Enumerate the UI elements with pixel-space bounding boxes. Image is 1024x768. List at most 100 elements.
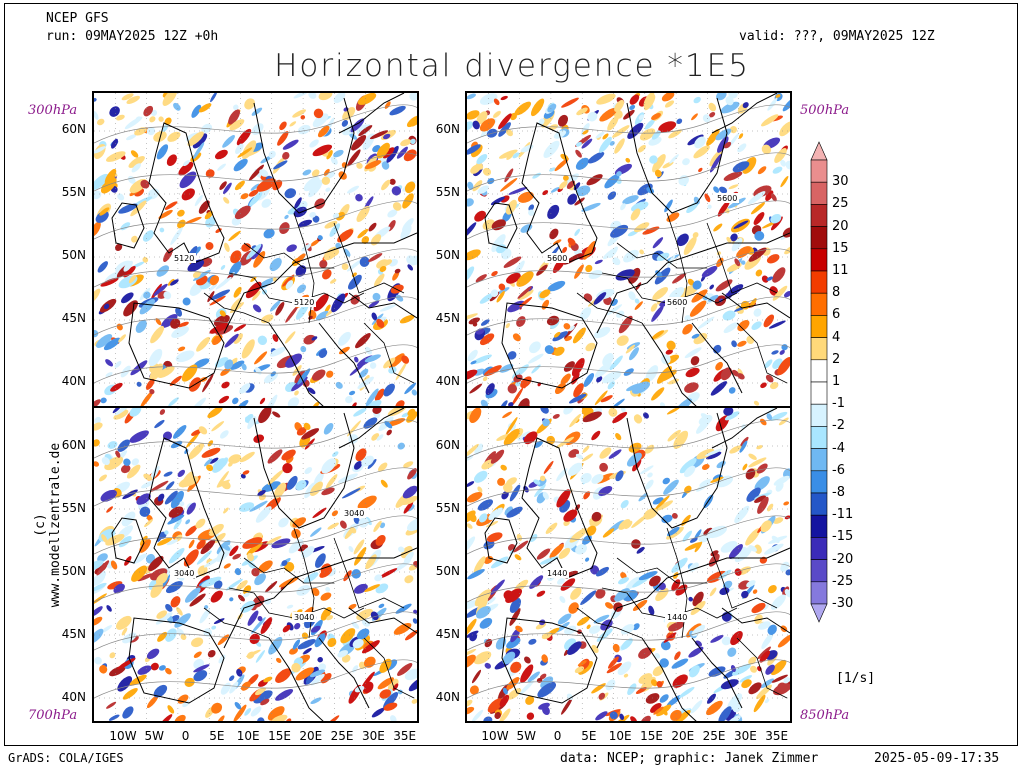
country-border xyxy=(576,607,643,639)
lat-label: 60N xyxy=(435,122,460,136)
lat-label: 45N xyxy=(435,311,460,325)
lon-label: 15E xyxy=(268,729,291,743)
lat-label: 40N xyxy=(61,374,86,388)
colorbar-label: 4 xyxy=(832,329,841,345)
country-border xyxy=(333,537,405,609)
lon-label: 10W xyxy=(481,729,509,743)
colorbar xyxy=(810,141,828,623)
colorbar-label: 6 xyxy=(832,307,841,323)
colorbar-label: 30 xyxy=(832,174,849,190)
colorbar-label: -25 xyxy=(832,573,854,589)
colorbar-segment xyxy=(810,559,828,583)
lon-label: 10E xyxy=(236,729,260,743)
lat-label: 45N xyxy=(435,627,460,641)
lat-label: 55N xyxy=(435,185,460,199)
colorbar-segment xyxy=(810,537,828,560)
level-label-850: 850hPa xyxy=(800,708,850,723)
lon-label: 5W xyxy=(144,729,165,743)
footer-grads: GrADS: COLA/IGES xyxy=(8,751,124,765)
chart-title: Horizontal divergence *1E5 xyxy=(274,48,750,84)
contour-label: 5600 xyxy=(547,254,567,263)
colorbar-label: -2 xyxy=(832,418,845,434)
coastline xyxy=(223,232,417,334)
lon-label: 25E xyxy=(702,729,726,743)
coastline xyxy=(691,637,743,709)
coastline xyxy=(626,97,728,214)
chart-frame xyxy=(4,3,1018,746)
colorbar-segment xyxy=(810,381,828,405)
lon-label: 10W xyxy=(109,729,137,743)
country-border xyxy=(203,292,270,324)
lon-label: 30E xyxy=(733,729,757,743)
colorbar-segment xyxy=(810,403,828,427)
level-label-300: 300hPa xyxy=(28,103,78,118)
lon-label: 15E xyxy=(640,729,663,743)
coastline xyxy=(348,292,417,319)
colorbar-label: -8 xyxy=(832,485,845,500)
contour-label: 1440 xyxy=(667,613,687,622)
country-border xyxy=(706,222,778,294)
lat-label: 40N xyxy=(435,690,460,704)
colorbar-label: -11 xyxy=(832,507,854,523)
model-name: NCEP GFS xyxy=(46,11,109,26)
lon-label: 25E xyxy=(330,729,354,743)
contour-label: 5600 xyxy=(667,298,687,307)
colorbar-segment xyxy=(810,581,828,605)
lon-label: 5W xyxy=(516,729,537,743)
contour-label: 3040 xyxy=(174,569,194,578)
lon-label: 0 xyxy=(181,729,190,743)
level-label-500: 500hPa xyxy=(800,103,850,118)
coastline xyxy=(338,93,405,134)
colorbar-segment xyxy=(810,204,828,227)
map-panel-850hpa: 1440 1440 xyxy=(465,406,792,723)
lon-label: 10E xyxy=(608,729,632,743)
coastline xyxy=(711,93,778,134)
colorbar-label: -1 xyxy=(832,396,845,412)
contour-label: 3040 xyxy=(294,613,314,622)
lat-label: 45N xyxy=(61,627,86,641)
coastline xyxy=(721,292,790,319)
contour-label: 5120 xyxy=(174,254,194,263)
lon-label: 35E xyxy=(393,729,417,743)
colorbar-label: -4 xyxy=(832,440,845,456)
lat-label: 50N xyxy=(61,564,86,578)
lon-label: 0 xyxy=(553,729,562,743)
map-panel-500hpa: 5600 5600 5600 xyxy=(465,91,792,409)
lat-label: 40N xyxy=(435,374,460,388)
coastline xyxy=(484,517,518,564)
lon-label: 20E xyxy=(299,729,323,743)
colorbar-segment xyxy=(810,159,828,183)
country-border xyxy=(616,242,707,269)
country-border xyxy=(576,292,643,324)
country-border xyxy=(616,557,707,584)
coastline xyxy=(253,412,355,529)
colorbar-segment xyxy=(810,248,828,272)
colorbar-segment xyxy=(810,337,828,361)
colorbar-label: 11 xyxy=(832,263,849,278)
coastline xyxy=(501,617,598,704)
colorbar-label: 2 xyxy=(832,351,841,367)
colorbar-label: 15 xyxy=(832,240,849,256)
coastline xyxy=(721,607,790,634)
lon-label: 5E xyxy=(581,729,597,743)
colorbar-label: 1 xyxy=(832,374,841,389)
footer-timestamp: 2025-05-09-17:35 xyxy=(874,751,1000,766)
lat-label: 50N xyxy=(435,248,460,262)
colorbar-segment xyxy=(810,181,828,205)
divergence-field: 5600 5600 5600 xyxy=(467,93,790,407)
lat-label: 60N xyxy=(435,438,460,452)
coastline xyxy=(596,232,790,334)
lon-label: 5E xyxy=(209,729,225,743)
coastline xyxy=(253,97,355,214)
coastline xyxy=(128,302,225,389)
lat-label: 55N xyxy=(61,501,86,515)
coastline xyxy=(626,412,728,529)
coastline xyxy=(596,547,790,649)
coastline xyxy=(318,322,370,394)
colorbar-bottom-arrow xyxy=(810,603,828,623)
colorbar-segment xyxy=(810,315,828,338)
contour-label: 3040 xyxy=(344,509,364,518)
coastline xyxy=(318,637,370,709)
lon-label: 35E xyxy=(765,729,789,743)
run-info: run: 09MAY2025 12Z +0h xyxy=(46,29,219,44)
